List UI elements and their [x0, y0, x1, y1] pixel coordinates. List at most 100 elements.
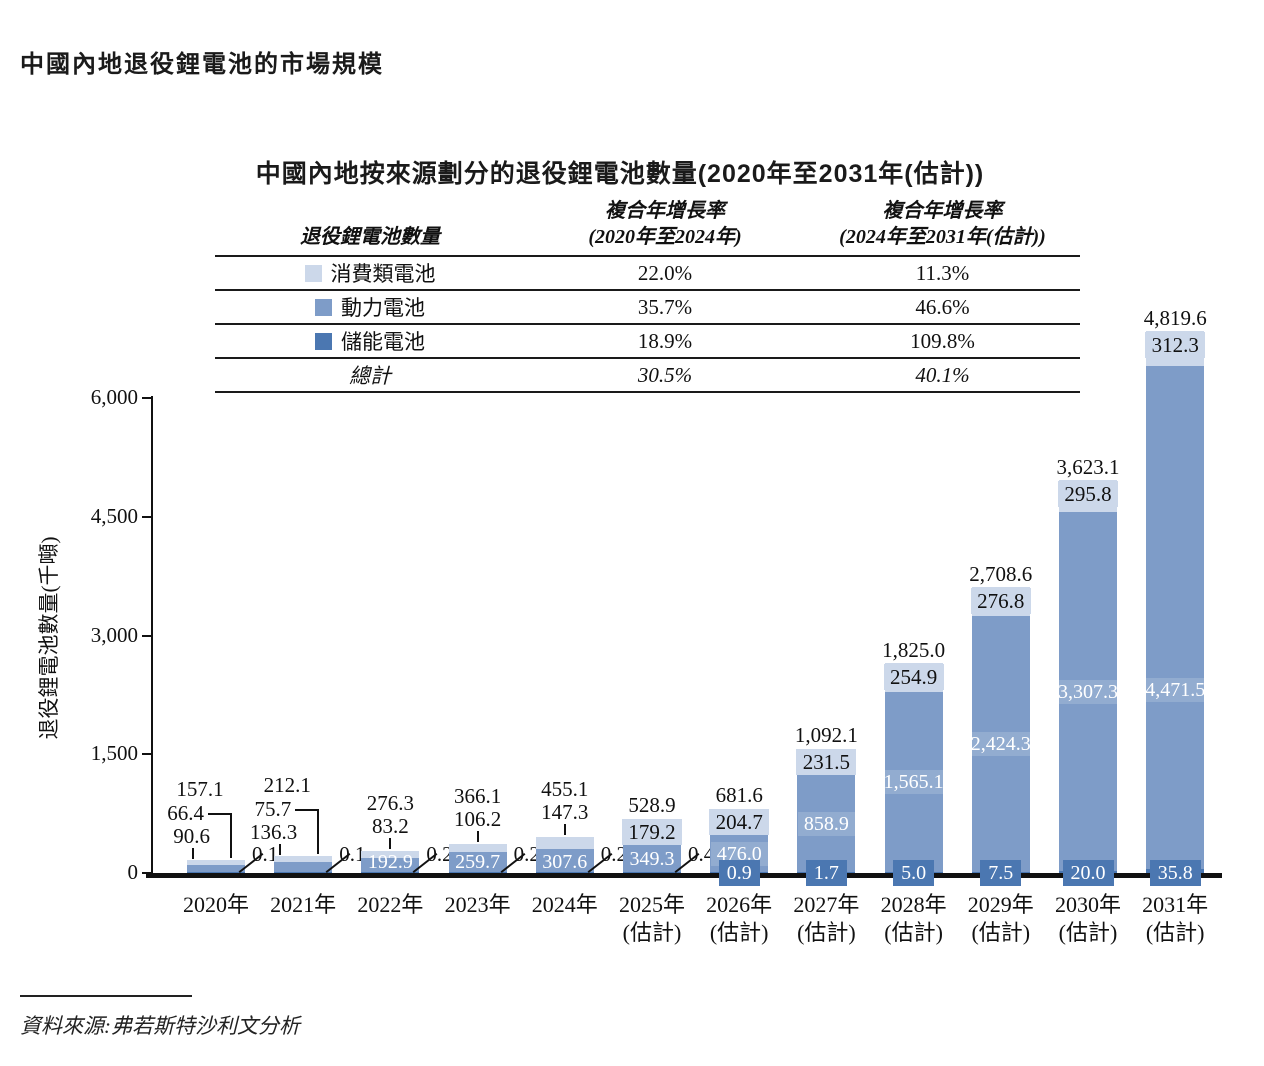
bar-2024年-consumer-segment — [535, 837, 594, 849]
y-axis-line — [151, 396, 153, 874]
cagr-value: 35.7% — [637, 294, 693, 319]
leader-consumer-h-2020年 — [208, 813, 232, 815]
row-label-power: 動力電池 — [341, 296, 425, 320]
bar-2022年-power-segment — [361, 858, 420, 872]
bar-2030年-power-segment — [1059, 512, 1117, 871]
bar-2021年-consumer-segment — [274, 856, 333, 862]
bar-2025年-storage-segment — [623, 872, 681, 873]
label-consumer-2029年: 276.8 — [970, 588, 1031, 614]
label-total-2031年: 4,819.6 — [1143, 306, 1207, 330]
x-label-estimate-2029年: (估計) — [971, 920, 1031, 945]
bar-2024年-storage-segment — [535, 872, 594, 873]
x-label-estimate-2028年: (估計) — [884, 920, 943, 945]
row-label-total: 總計 — [349, 364, 391, 388]
leader-consumer-h-2021年 — [295, 809, 320, 811]
source-note: 資料來源:弗若斯特沙利文分析 — [20, 1014, 300, 1038]
label-storage-2028年: 5.0 — [893, 860, 935, 886]
y-tick-label-3000: 3,000 — [90, 622, 138, 647]
label-total-2021年: 212.1 — [263, 773, 311, 797]
label-power-wrap-2024年: 307.6 — [490, 850, 640, 874]
label-storage-wrap-2029年: 7.5 — [941, 860, 1061, 886]
label-consumer-2021年: 75.7 — [254, 797, 292, 821]
col-header-cagr1-line1: 複合年增長率 — [605, 200, 725, 222]
bar-2027年-power-segment — [797, 775, 856, 872]
x-label-2022年: 2022年 — [357, 892, 424, 917]
x-label-2030年: 2030年 — [1054, 892, 1121, 917]
label-storage-2030年: 20.0 — [1062, 860, 1114, 886]
label-storage-2026年: 0.9 — [718, 860, 760, 886]
x-label-estimate-2031年: (估計) — [1145, 920, 1205, 945]
x-label-2028年: 2028年 — [880, 892, 947, 917]
y-tick-mark-0 — [142, 872, 152, 874]
label-power-wrap-2030年: 3,307.3 — [1013, 679, 1163, 704]
label-consumer-2027年: 231.5 — [796, 749, 857, 775]
table-row-power-battery: 動力電池 35.7% 46.6% — [215, 291, 1080, 325]
col-header-cagr2-line2: (2024年至2031年(估計)) — [839, 226, 1046, 248]
label-total-2028年: 1,825.0 — [882, 638, 946, 662]
label-power-wrap-2029年: 2,424.3 — [926, 732, 1076, 756]
label-storage-wrap-2030年: 20.0 — [1028, 860, 1148, 886]
label-consumer-2028年: 254.9 — [883, 664, 944, 690]
label-storage-wrap-2027年: 1.7 — [766, 860, 886, 886]
label-total-2025年: 528.9 — [628, 793, 676, 817]
leader-consumer-v-2020年 — [230, 813, 232, 858]
label-consumer-2023年: 106.2 — [453, 807, 502, 831]
label-storage-wrap-2026年: 0.9 — [679, 860, 799, 886]
source-rule — [20, 995, 192, 997]
label-storage-2025年: 0.4 — [688, 842, 715, 866]
y-tick-mark-6000 — [142, 397, 152, 399]
label-power-2025年: 349.3 — [629, 847, 675, 870]
label-total-2022年: 276.3 — [366, 791, 415, 815]
legend-swatch-storage — [315, 332, 332, 350]
label-storage-wrap-2028年: 5.0 — [854, 860, 974, 886]
label-power-wrap-2028年: 1,565.1 — [839, 770, 989, 794]
bar-2022年-consumer-segment — [361, 851, 420, 858]
x-label-2029年: 2029年 — [967, 892, 1034, 917]
legend-swatch-power — [315, 298, 332, 316]
x-label-2021年: 2021年 — [270, 892, 337, 917]
label-consumer-2020年: 66.4 — [167, 801, 204, 825]
x-label-2027年: 2027年 — [793, 892, 860, 917]
label-power-2020年: 90.6 — [173, 824, 210, 848]
table-row-consumer-battery: 消費類電池 22.0% 11.3% — [215, 257, 1080, 291]
x-label-estimate-2026年: (估計) — [709, 920, 769, 945]
row-label-consumer: 消費類電池 — [330, 262, 436, 286]
x-axis-baseline — [146, 873, 1222, 878]
y-tick-mark-3000 — [142, 634, 152, 637]
label-total-2024年: 455.1 — [541, 777, 589, 801]
label-total-2027年: 1,092.1 — [794, 723, 858, 747]
label-power-wrap-2027年: 858.9 — [751, 811, 901, 836]
bar-2024年-power-segment — [535, 849, 594, 872]
label-storage-2020年: 0.1 — [252, 842, 279, 866]
label-total-2029年: 2,708.6 — [969, 562, 1033, 586]
row-label-storage: 儲能電池 — [341, 330, 425, 354]
leader-consumer-v-2021年 — [317, 809, 320, 854]
label-power-2029年: 2,424.3 — [964, 732, 1037, 756]
leader-consumer-tick-2022年 — [389, 838, 392, 849]
y-tick-label-0: 0 — [127, 860, 139, 884]
label-total-2023年: 366.1 — [453, 784, 502, 808]
legend-item-consumer: 消費類電池 — [215, 258, 525, 288]
bar-2029年-power-segment — [971, 616, 1030, 872]
bar-2031年-power-segment — [1146, 366, 1205, 869]
x-label-estimate-2030年: (估計) — [1058, 920, 1118, 945]
bar-2020年-storage-segment — [187, 872, 245, 873]
bar-2028年-power-segment — [884, 692, 943, 872]
cagr-value: 18.9% — [637, 328, 693, 353]
x-label-estimate-2025年: (估計) — [622, 920, 682, 945]
cagr-value: 11.3% — [915, 260, 970, 285]
col-header-cagr-2020-2024: 複合年增長率 (2020年至2024年) — [525, 198, 805, 250]
table-row-total: 總計 30.5% 40.1% — [215, 359, 1080, 393]
bar-2023年-power-segment — [448, 852, 507, 872]
cagr-value: 30.5% — [637, 362, 693, 387]
label-power-wrap-2022年: 192.9 — [315, 850, 465, 874]
chart-title: 中國內地按來源劃分的退役鋰電池數量(2020年至2031年(估計)) — [255, 159, 985, 188]
col-header-cagr1-line2: (2020年至2024年) — [588, 226, 742, 248]
bar-2021年-power-segment — [274, 862, 333, 872]
label-power-2021年: 136.3 — [249, 820, 298, 844]
label-storage-2022年: 0.2 — [426, 842, 453, 866]
label-storage-2029年: 7.5 — [980, 860, 1022, 886]
table-row-storage-battery: 儲能電池 18.9% 109.8% — [215, 325, 1080, 359]
